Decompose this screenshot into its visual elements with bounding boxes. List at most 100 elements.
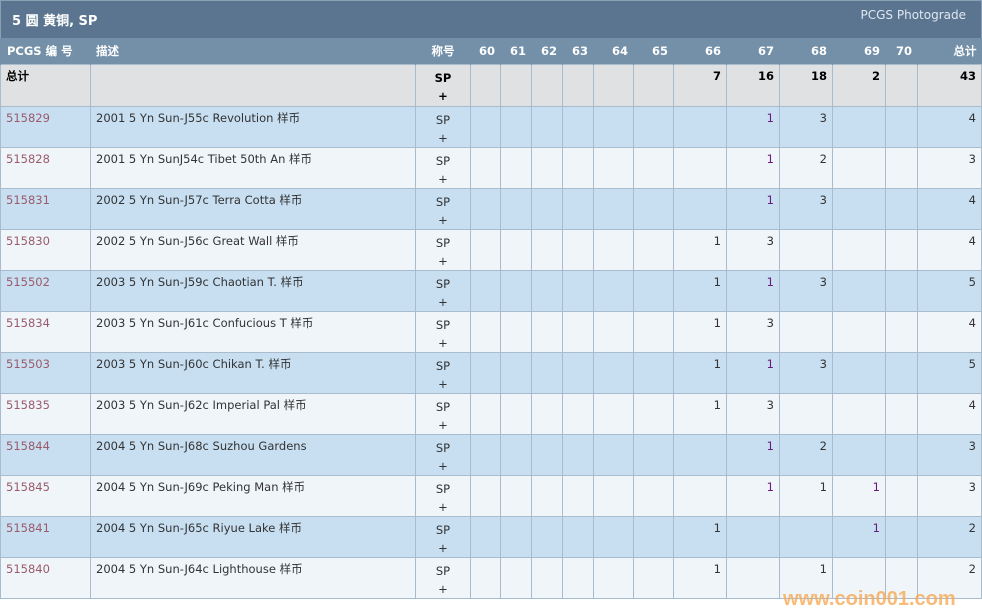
plus-toggle[interactable]: + <box>438 336 448 350</box>
grade-count <box>832 393 886 435</box>
column-header[interactable]: 61 <box>500 38 532 65</box>
grade-count[interactable]: 3 <box>779 352 833 394</box>
pcgs-number-link[interactable]: 515835 <box>0 393 91 435</box>
pcgs-number-link[interactable]: 515828 <box>0 147 91 189</box>
grade-count <box>832 352 886 394</box>
coin-description: 2004 5 Yn Sun-J69c Peking Man 样币 <box>90 475 416 517</box>
row-total[interactable]: 5 <box>917 352 982 394</box>
grade-count[interactable]: 1 <box>673 557 727 599</box>
column-header[interactable]: PCGS 编 号 <box>0 38 91 65</box>
column-header[interactable]: 63 <box>562 38 594 65</box>
column-header[interactable]: 60 <box>470 38 501 65</box>
pcgs-number-link[interactable]: 515829 <box>0 106 91 148</box>
plus-toggle[interactable]: + <box>438 89 448 103</box>
grade-count[interactable]: 3 <box>726 311 780 353</box>
coin-description: 2001 5 Yn SunJ54c Tibet 50th An 样币 <box>90 147 416 189</box>
grade-count[interactable]: 1 <box>673 311 727 353</box>
grade-count[interactable]: 3 <box>779 270 833 312</box>
grade-count[interactable]: 1 <box>673 393 727 435</box>
row-total[interactable]: 2 <box>917 516 982 558</box>
pcgs-number-link[interactable]: 515831 <box>0 188 91 230</box>
grade-count: 18 <box>779 64 833 107</box>
grade-count <box>633 393 674 435</box>
plus-toggle[interactable]: + <box>438 418 448 432</box>
grade-count[interactable]: 1 <box>726 475 780 517</box>
row-total[interactable]: 3 <box>917 434 982 476</box>
pcgs-number-link[interactable]: 515844 <box>0 434 91 476</box>
grade-count[interactable]: 1 <box>779 557 833 599</box>
plus-toggle[interactable]: + <box>438 377 448 391</box>
plus-toggle[interactable]: + <box>438 213 448 227</box>
plus-toggle[interactable]: + <box>438 131 448 145</box>
grade-count[interactable]: 1 <box>726 147 780 189</box>
plus-toggle[interactable]: + <box>438 582 448 596</box>
column-header[interactable]: 总计 <box>917 38 982 65</box>
pcgs-number-link[interactable]: 515840 <box>0 557 91 599</box>
column-header[interactable]: 67 <box>726 38 780 65</box>
grade-count[interactable]: 1 <box>832 516 886 558</box>
row-total[interactable]: 3 <box>917 147 982 189</box>
column-headers: PCGS 编 号描述 称号 60 61 62 63 64 65 66 67 68 69 70 总计 <box>0 38 982 65</box>
row-total[interactable]: 4 <box>917 106 982 148</box>
grade-count <box>885 352 918 394</box>
pcgs-number-link[interactable]: 515845 <box>0 475 91 517</box>
column-header[interactable]: 66 <box>673 38 727 65</box>
coin-description: 2004 5 Yn Sun-J68c Suzhou Gardens <box>90 434 416 476</box>
grade-count[interactable]: 3 <box>779 106 833 148</box>
row-total[interactable]: 4 <box>917 188 982 230</box>
pcgs-number-link[interactable]: 515503 <box>0 352 91 394</box>
column-header[interactable]: 62 <box>531 38 563 65</box>
row-total[interactable]: 5 <box>917 270 982 312</box>
grade-count[interactable]: 3 <box>779 188 833 230</box>
grade-count[interactable]: 3 <box>726 393 780 435</box>
row-total[interactable]: 4 <box>917 229 982 271</box>
grade-count[interactable]: 1 <box>673 270 727 312</box>
plus-toggle[interactable]: + <box>438 172 448 186</box>
grade-count[interactable]: 1 <box>673 352 727 394</box>
grade-count <box>500 188 532 230</box>
grade-count <box>470 352 501 394</box>
pcgs-number-link[interactable]: 515830 <box>0 229 91 271</box>
grade-count[interactable]: 1 <box>726 270 780 312</box>
grade-count <box>500 311 532 353</box>
column-header[interactable]: 65 <box>633 38 674 65</box>
grade-count[interactable]: 1 <box>726 434 780 476</box>
row-total[interactable]: 4 <box>917 311 982 353</box>
grade-count[interactable]: 1 <box>726 352 780 394</box>
column-header[interactable]: 69 <box>832 38 886 65</box>
column-header[interactable]: 68 <box>779 38 833 65</box>
grade-count[interactable]: 2 <box>779 147 833 189</box>
column-header[interactable]: 描述 <box>90 38 416 65</box>
grade-count <box>562 434 594 476</box>
grade-count[interactable]: 2 <box>779 434 833 476</box>
grade-count[interactable]: 1 <box>673 516 727 558</box>
coin-description: 2002 5 Yn Sun-J57c Terra Cotta 样币 <box>90 188 416 230</box>
plus-toggle[interactable]: + <box>438 295 448 309</box>
grade-count[interactable]: 3 <box>726 229 780 271</box>
pcgs-number-link[interactable]: 515502 <box>0 270 91 312</box>
grade-count[interactable]: 1 <box>779 475 833 517</box>
pcgs-number-link[interactable]: 515834 <box>0 311 91 353</box>
grade-count <box>531 393 563 435</box>
column-header[interactable]: 称号 <box>415 38 471 65</box>
grade-count <box>779 229 833 271</box>
pcgs-number-link[interactable]: 515841 <box>0 516 91 558</box>
grade-count <box>531 475 563 517</box>
row-total[interactable]: 3 <box>917 475 982 517</box>
grade-count[interactable]: 1 <box>673 229 727 271</box>
column-header[interactable]: 64 <box>593 38 634 65</box>
grade-count[interactable]: 1 <box>726 188 780 230</box>
grade-count[interactable]: 1 <box>726 106 780 148</box>
plus-toggle[interactable]: + <box>438 459 448 473</box>
photograde-link[interactable]: PCGS Photograde <box>860 8 966 22</box>
designation-text: SP <box>435 154 451 168</box>
plus-toggle[interactable]: + <box>438 254 448 268</box>
grade-count <box>562 188 594 230</box>
row-total[interactable]: 4 <box>917 393 982 435</box>
population-table: PCGS 编 号描述 称号 60 61 62 63 64 65 66 67 68 69 70 总计 总计 S… <box>0 38 982 599</box>
grade-count[interactable]: 1 <box>832 475 886 517</box>
row-total[interactable]: 2 <box>917 557 982 599</box>
plus-toggle[interactable]: + <box>438 500 448 514</box>
plus-toggle[interactable]: + <box>438 541 448 555</box>
column-header[interactable]: 70 <box>885 38 918 65</box>
